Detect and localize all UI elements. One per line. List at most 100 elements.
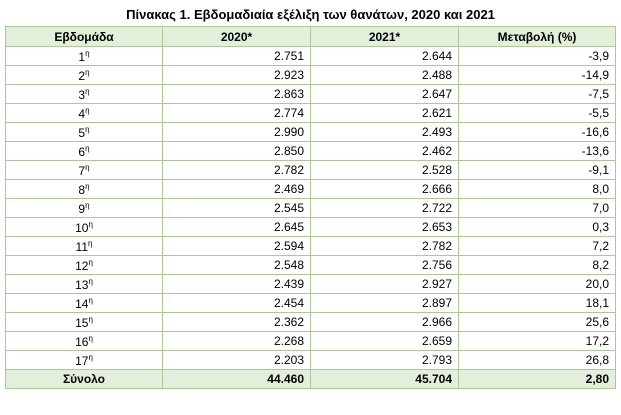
week-cell: 13η — [5, 274, 163, 294]
total-row: Σύνολο 44.460 45.704 2,80 — [5, 369, 616, 389]
value-cell: 2.782 — [310, 236, 459, 256]
week-number: 11 — [75, 239, 88, 254]
total-value: 44.460 — [162, 369, 311, 389]
value-cell: 2.439 — [162, 274, 311, 294]
week-cell: 15η — [5, 312, 163, 332]
value-cell: 26,8 — [458, 350, 616, 370]
week-suffix: η — [85, 48, 90, 58]
week-suffix: η — [85, 143, 90, 153]
table-row: 14η 2.454 2.897 18,1 — [5, 293, 616, 313]
value-cell: 2.528 — [310, 160, 459, 180]
week-number: 17 — [75, 353, 89, 368]
week-suffix: η — [88, 295, 93, 305]
total-value: 2,80 — [458, 369, 616, 389]
week-cell: 4η — [5, 103, 163, 123]
value-cell: 2.594 — [162, 236, 311, 256]
table-row: 13η 2.439 2.927 20,0 — [5, 274, 616, 294]
table-title: Πίνακας 1. Εβδομαδιαία εξέλιξη των θανάτ… — [126, 7, 495, 22]
value-cell: 2.774 — [162, 103, 311, 123]
value-cell: 2.454 — [162, 293, 311, 313]
table-row: 15η 2.362 2.966 25,6 — [5, 312, 616, 332]
week-suffix: η — [88, 333, 93, 343]
value-cell: 2.927 — [310, 274, 459, 294]
week-cell: 7η — [5, 160, 163, 180]
value-cell: 2.923 — [162, 65, 311, 85]
value-cell: 2.645 — [162, 217, 311, 237]
value-cell: 2.203 — [162, 350, 311, 370]
value-cell: 2.545 — [162, 198, 311, 218]
week-cell: 9η — [5, 198, 163, 218]
value-cell: 8,0 — [458, 179, 616, 199]
value-cell: 2.659 — [310, 331, 459, 351]
value-cell: 2.751 — [162, 46, 311, 66]
week-number: 1 — [78, 49, 86, 64]
week-cell: 10η — [5, 217, 163, 237]
week-cell: 1η — [5, 46, 163, 66]
week-number: 3 — [78, 87, 86, 102]
value-cell: 17,2 — [458, 331, 616, 351]
week-number: 8 — [78, 182, 86, 197]
value-cell: 2.850 — [162, 141, 311, 161]
value-cell: -7,5 — [458, 84, 616, 104]
value-cell: 7,2 — [458, 236, 616, 256]
value-cell: 2.966 — [310, 312, 459, 332]
table-row: 12η 2.548 2.756 8,2 — [5, 255, 616, 275]
value-cell: 18,1 — [458, 293, 616, 313]
value-cell: 2.362 — [162, 312, 311, 332]
table-row: 7η 2.782 2.528 -9,1 — [5, 160, 616, 180]
value-cell: 2.666 — [310, 179, 459, 199]
table-row: 1η 2.751 2.644 -3,9 — [5, 46, 616, 66]
table-row: 10η 2.645 2.653 0,3 — [5, 217, 616, 237]
table-row: 3η 2.863 2.647 -7,5 — [5, 84, 616, 104]
value-cell: 2.268 — [162, 331, 311, 351]
week-suffix: η — [85, 105, 90, 115]
value-cell: 2.897 — [310, 293, 459, 313]
week-number: 4 — [78, 106, 86, 121]
total-value: 45.704 — [310, 369, 459, 389]
value-cell: 2.493 — [310, 122, 459, 142]
total-label: Σύνολο — [5, 369, 163, 389]
header-cell: Εβδομάδα — [5, 26, 163, 47]
value-cell: 25,6 — [458, 312, 616, 332]
week-suffix: η — [88, 352, 93, 362]
week-cell: 2η — [5, 65, 163, 85]
week-number: 5 — [78, 125, 86, 140]
week-cell: 3η — [5, 84, 163, 104]
week-cell: 14η — [5, 293, 163, 313]
value-cell: 2.990 — [162, 122, 311, 142]
table-row: 16η 2.268 2.659 17,2 — [5, 331, 616, 351]
week-number: 7 — [78, 163, 86, 178]
value-cell: 2.647 — [310, 84, 459, 104]
week-suffix: η — [85, 162, 90, 172]
value-cell: 8,2 — [458, 255, 616, 275]
value-cell: -14,9 — [458, 65, 616, 85]
table-row: 11η 2.594 2.782 7,2 — [5, 236, 616, 256]
week-number: 13 — [75, 277, 89, 292]
week-cell: 8η — [5, 179, 163, 199]
week-cell: 5η — [5, 122, 163, 142]
week-suffix: η — [88, 238, 93, 248]
value-cell: 20,0 — [458, 274, 616, 294]
table-body: 1η 2.751 2.644 -3,9 2η 2.923 2.488 -14,9 3η 2.863… — [5, 46, 616, 389]
week-suffix: η — [85, 67, 90, 77]
value-cell: 0,3 — [458, 217, 616, 237]
value-cell: 2.793 — [310, 350, 459, 370]
week-suffix: η — [88, 276, 93, 286]
week-cell: 6η — [5, 141, 163, 161]
table-row: 9η 2.545 2.722 7,0 — [5, 198, 616, 218]
week-number: 9 — [78, 201, 86, 216]
value-cell: -16,6 — [458, 122, 616, 142]
value-cell: 2.548 — [162, 255, 311, 275]
value-cell: -13,6 — [458, 141, 616, 161]
table-row: 4η 2.774 2.621 -5,5 — [5, 103, 616, 123]
table-row: 2η 2.923 2.488 -14,9 — [5, 65, 616, 85]
week-number: 14 — [75, 296, 89, 311]
week-number: 6 — [78, 144, 86, 159]
table-row: 17η 2.203 2.793 26,8 — [5, 350, 616, 370]
value-cell: 2.722 — [310, 198, 459, 218]
week-suffix: η — [85, 124, 90, 134]
week-suffix: η — [85, 200, 90, 210]
week-suffix: η — [85, 181, 90, 191]
value-cell: -5,5 — [458, 103, 616, 123]
week-cell: 12η — [5, 255, 163, 275]
